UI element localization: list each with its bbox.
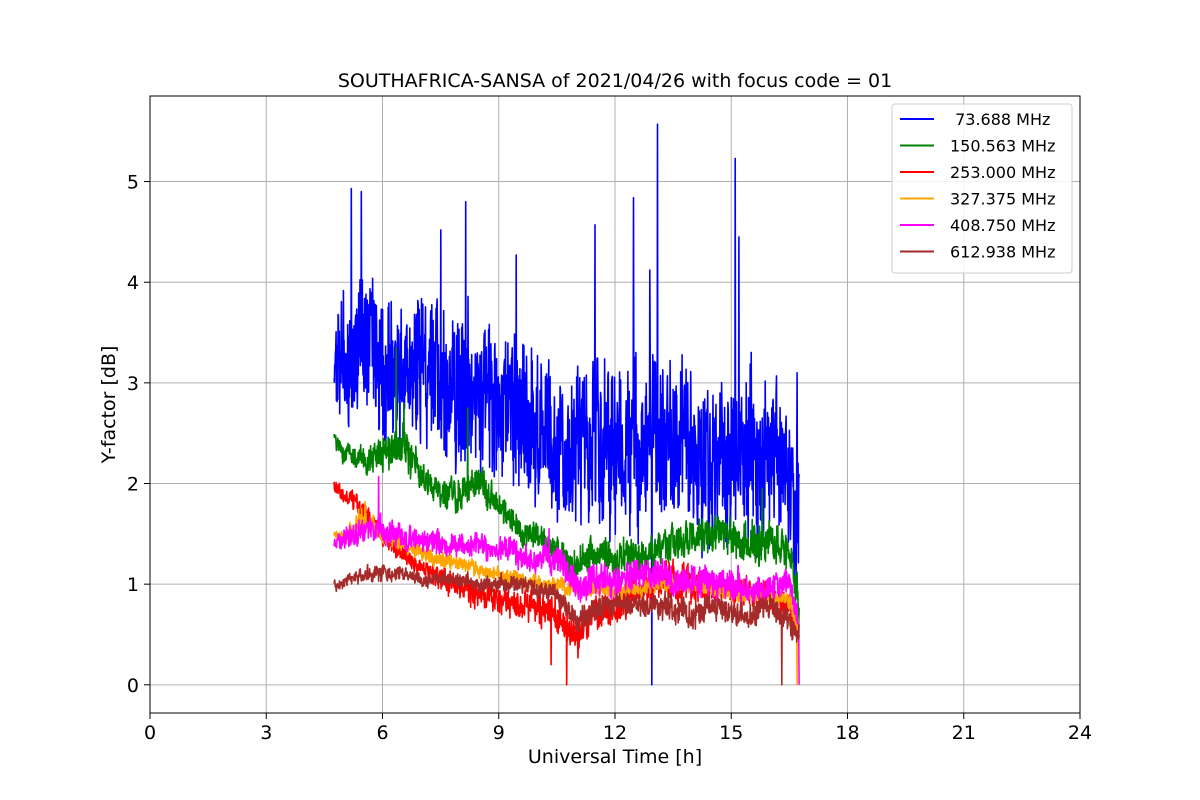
series-line xyxy=(333,346,800,628)
y-tick-label: 0 xyxy=(127,675,139,697)
y-axis: 0 1 2 3 4 5 xyxy=(127,172,150,697)
x-tick-label: 15 xyxy=(719,722,743,744)
legend-label: 612.938 MHz xyxy=(950,243,1055,262)
x-tick-label: 9 xyxy=(493,722,505,744)
y-tick-label: 1 xyxy=(127,574,139,596)
x-axis: 0 3 6 9 12 15 18 21 24 xyxy=(144,713,1092,744)
legend-label: 327.375 MHz xyxy=(950,190,1055,209)
y-tick-label: 3 xyxy=(127,373,139,395)
y-tick-label: 2 xyxy=(127,474,139,496)
x-tick-label: 0 xyxy=(144,722,156,744)
series-line xyxy=(333,475,800,685)
y-axis-title: Y-factor [dB] xyxy=(98,346,120,465)
x-tick-label: 24 xyxy=(1068,722,1092,744)
legend-label: 253.000 MHz xyxy=(950,163,1055,182)
x-tick-label: 12 xyxy=(603,722,627,744)
x-tick-label: 21 xyxy=(952,722,976,744)
chart-title: SOUTHAFRICA-SANSA of 2021/04/26 with foc… xyxy=(338,70,892,92)
y-tick-label: 5 xyxy=(127,172,139,194)
legend: 73.688 MHz 150.563 MHz 253.000 MHz 327.375 … xyxy=(891,103,1073,274)
legend-label: 408.750 MHz xyxy=(950,216,1055,235)
series-line xyxy=(333,123,800,686)
series-line xyxy=(333,563,800,686)
legend-box xyxy=(891,103,1073,274)
y-tick-label: 4 xyxy=(127,272,139,294)
x-tick-label: 3 xyxy=(260,722,272,744)
legend-label: 73.688 MHz xyxy=(950,110,1050,129)
x-axis-title: Universal Time [h] xyxy=(528,746,702,768)
x-tick-label: 6 xyxy=(376,722,388,744)
x-tick-label: 18 xyxy=(835,722,859,744)
series-lines xyxy=(333,123,800,686)
legend-label: 150.563 MHz xyxy=(950,137,1055,156)
